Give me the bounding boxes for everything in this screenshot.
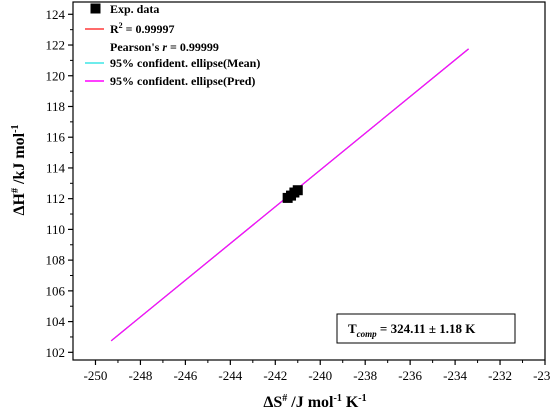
y-tick-label: 124 <box>46 7 66 22</box>
x-tick-label: -230 <box>533 368 550 383</box>
y-axis-title: ΔH# /kJ mol-1 <box>10 125 28 216</box>
y-tick-label: 110 <box>46 222 65 237</box>
legend-label-r-squared: R2 = 0.99997 <box>110 21 175 36</box>
x-tick-label: -240 <box>308 368 332 383</box>
x-axis-title: ΔS# /J mol-1 K-1 <box>263 393 366 411</box>
annotation-box <box>336 313 516 344</box>
y-tick-label: 120 <box>46 68 66 83</box>
x-tick-label: -246 <box>173 368 197 383</box>
y-tick-label: 122 <box>46 38 66 53</box>
y-tick-label: 102 <box>46 345 66 360</box>
legend-label-exp-data: Exp. data <box>110 2 159 16</box>
y-tick-label: 104 <box>46 314 66 329</box>
y-tick-label: 112 <box>46 191 65 206</box>
x-tick-label: -236 <box>398 368 422 383</box>
plot-series <box>110 48 469 342</box>
x-tick-label: -248 <box>129 368 153 383</box>
tcomp-annotation: Tcomp = 324.11 ± 1.18 K <box>336 313 516 344</box>
x-tick-label: -244 <box>218 368 242 383</box>
y-tick-label: 106 <box>46 283 66 298</box>
legend-marker-exp-data <box>90 3 101 14</box>
plot-frame <box>72 1 546 361</box>
x-tick-label: -234 <box>443 368 467 383</box>
legend-label-pearson: Pearson's r = 0.99999 <box>110 40 219 54</box>
x-tick-label: -238 <box>353 368 377 383</box>
legend-label-ci-mean: 95% confident. ellipse(Mean) <box>110 56 260 70</box>
y-tick-label: 116 <box>46 130 66 145</box>
legend-label-ci-pred: 95% confident. ellipse(Pred) <box>110 74 255 88</box>
y-tick-label: 114 <box>46 160 66 175</box>
y-tick-label: 118 <box>46 99 65 114</box>
x-tick-label: -242 <box>263 368 287 383</box>
axes: -250 -248 -246 -244 -242 -240 -238 -236 -234 -232… <box>46 1 550 383</box>
legend: Exp. data R2 = 0.99997 Pearson's r = 0.9… <box>85 2 260 88</box>
y-tick-label: 108 <box>46 253 66 268</box>
annotation-text: Tcomp = 324.11 ± 1.18 K <box>348 321 476 339</box>
data-point <box>292 185 303 196</box>
x-tick-label: -232 <box>488 368 512 383</box>
x-tick-label: -250 <box>84 368 108 383</box>
